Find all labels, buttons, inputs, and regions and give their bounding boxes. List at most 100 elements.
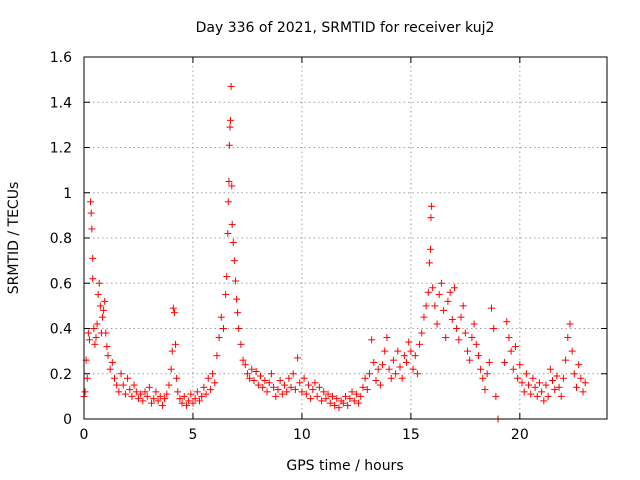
data-point — [95, 279, 103, 287]
data-point — [468, 334, 476, 342]
data-point — [365, 370, 373, 378]
data-point — [352, 390, 360, 398]
data-point — [289, 370, 297, 378]
data-point — [368, 336, 376, 344]
data-point — [87, 198, 95, 206]
y-axis-label: SRMTID / TECUs — [6, 182, 22, 295]
data-point — [113, 381, 121, 389]
data-point — [115, 388, 123, 396]
data-point — [202, 390, 210, 398]
y-tick-label: 1 — [63, 186, 72, 202]
data-point — [542, 381, 550, 389]
data-point — [535, 379, 543, 387]
data-point — [470, 320, 478, 328]
data-point — [250, 377, 258, 385]
data-point — [522, 370, 530, 378]
data-point — [483, 370, 491, 378]
data-point — [335, 404, 343, 412]
y-tick-label: 0.4 — [50, 322, 72, 338]
data-point — [437, 279, 445, 287]
data-point — [276, 377, 284, 385]
data-point — [239, 356, 247, 364]
data-point — [518, 379, 526, 387]
data-point — [357, 392, 365, 400]
data-point — [225, 141, 233, 149]
data-point — [363, 386, 371, 394]
data-point — [85, 336, 93, 344]
data-point — [298, 388, 306, 396]
data-point — [551, 386, 559, 394]
data-point — [309, 386, 317, 394]
data-point — [420, 313, 428, 321]
data-point — [267, 370, 275, 378]
data-point — [466, 356, 474, 364]
data-point — [396, 363, 404, 371]
data-point — [234, 309, 242, 317]
data-point — [403, 358, 411, 366]
data-point — [394, 347, 402, 355]
data-point — [514, 374, 522, 382]
data-point — [326, 399, 334, 407]
data-point — [348, 388, 356, 396]
data-point — [228, 182, 236, 190]
data-point — [549, 377, 557, 385]
data-point — [407, 347, 415, 355]
y-tick-label: 0.2 — [50, 367, 72, 383]
data-point — [442, 334, 450, 342]
data-point — [243, 370, 251, 378]
data-point — [91, 340, 99, 348]
data-point — [324, 390, 332, 398]
data-point — [154, 397, 162, 405]
data-point — [291, 386, 299, 394]
data-point — [224, 229, 232, 237]
y-tick-label: 0.6 — [50, 276, 72, 292]
data-point — [191, 395, 199, 403]
data-point — [96, 302, 104, 310]
data-point — [544, 392, 552, 400]
data-point — [233, 295, 241, 303]
data-point — [178, 399, 186, 407]
data-point — [453, 325, 461, 332]
data-point — [92, 334, 100, 342]
data-point — [464, 347, 472, 355]
data-point — [287, 383, 295, 391]
data-point — [416, 340, 424, 348]
data-point — [230, 257, 238, 265]
data-point — [231, 277, 239, 285]
data-point — [389, 356, 397, 364]
data-point — [189, 399, 197, 407]
data-point — [152, 388, 160, 396]
data-point — [81, 388, 89, 396]
data-point — [379, 361, 387, 369]
data-point — [124, 374, 132, 382]
data-point — [126, 386, 134, 394]
data-point — [479, 374, 487, 382]
data-point — [227, 82, 235, 90]
data-point — [387, 374, 395, 382]
data-point — [132, 388, 140, 396]
data-point — [143, 392, 151, 400]
data-point — [206, 386, 214, 394]
data-point — [424, 288, 432, 296]
data-point — [428, 202, 436, 210]
data-point — [398, 374, 406, 382]
data-point — [315, 383, 323, 391]
data-point — [156, 392, 164, 400]
data-point — [346, 395, 354, 403]
data-point — [228, 220, 236, 228]
data-point — [505, 334, 513, 342]
data-point — [145, 383, 153, 391]
data-point — [88, 225, 96, 233]
data-point — [328, 392, 336, 400]
data-point — [170, 309, 178, 317]
data-point — [320, 388, 328, 396]
data-point — [226, 116, 234, 124]
data-point — [509, 365, 517, 373]
data-point — [405, 338, 413, 346]
data-point — [274, 386, 282, 394]
data-point — [457, 313, 465, 321]
data-point — [163, 390, 171, 398]
data-point — [481, 386, 489, 394]
data-point — [263, 388, 271, 396]
